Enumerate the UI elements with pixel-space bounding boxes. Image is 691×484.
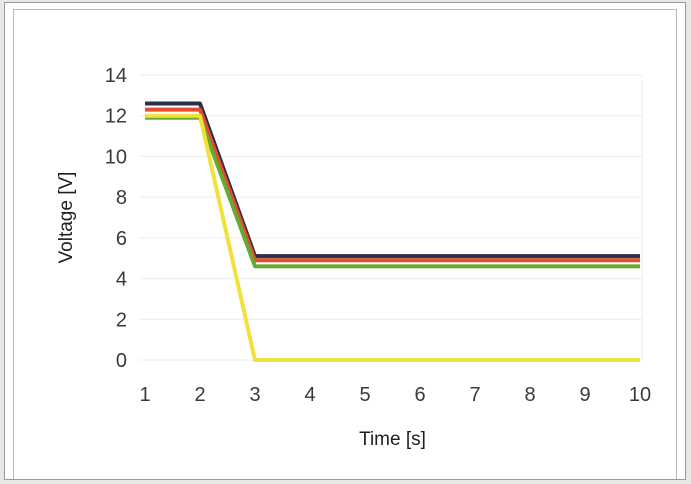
y-tick-label: 4: [116, 269, 127, 291]
series-line-4: [145, 113, 640, 362]
y-axis-label: Voltage [V]: [56, 172, 77, 264]
y-tick-label: 12: [105, 106, 127, 128]
x-tick-label: 1: [139, 384, 150, 406]
y-tick-labels: 0 2 4 6 8 10 12 14: [105, 65, 127, 372]
frame-border-right: [676, 9, 677, 479]
y-tick-label: 8: [116, 187, 127, 209]
y-tick-label: 14: [105, 65, 127, 87]
x-tick-label: 2: [194, 384, 205, 406]
x-tick-label: 3: [249, 384, 260, 406]
series-line-3: [145, 115, 640, 269]
x-tick-label: 10: [629, 384, 651, 406]
frame-border-left: [13, 9, 14, 479]
x-tick-labels: 1 2 3 4 5 6 7 8 9 10: [139, 384, 651, 406]
x-axis-label: Time [s]: [359, 429, 426, 450]
x-tick-label: 7: [469, 384, 480, 406]
series-group: [145, 101, 640, 362]
frame-border-top: [13, 9, 677, 16]
x-tick-label: 6: [414, 384, 425, 406]
x-tick-label: 8: [524, 384, 535, 406]
chart-frame: [4, 2, 686, 480]
series-line-2: [145, 107, 640, 263]
x-tick-label: 5: [359, 384, 370, 406]
y-tick-label: 6: [116, 228, 127, 250]
y-tick-label: 0: [116, 350, 127, 372]
y-tick-label: 10: [105, 146, 127, 168]
y-tick-label: 2: [116, 309, 127, 331]
grid-lines: [140, 74, 643, 361]
x-tick-label: 9: [579, 384, 590, 406]
x-tick-label: 4: [304, 384, 315, 406]
series-line-1: [145, 101, 640, 259]
